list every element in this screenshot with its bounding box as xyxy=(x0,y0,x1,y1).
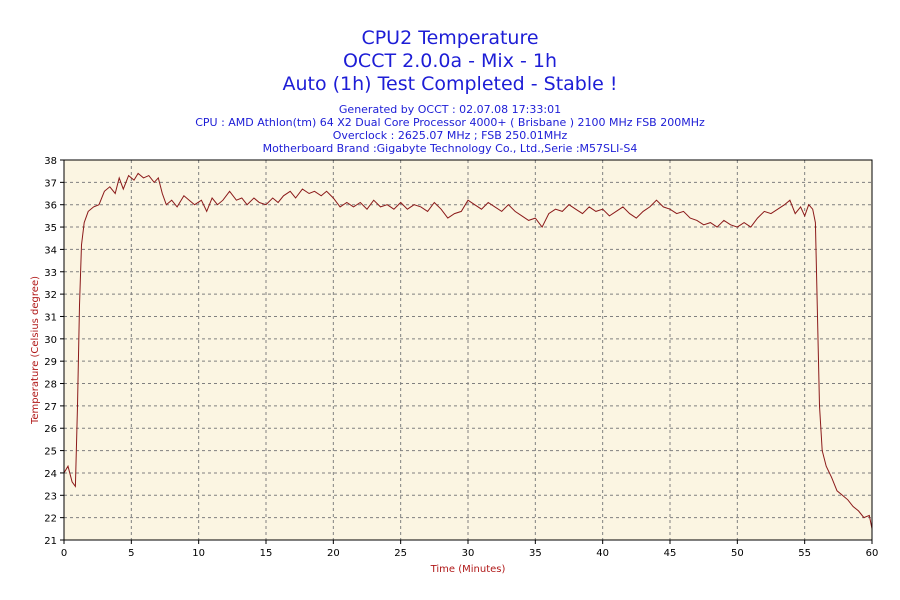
info-motherboard: Motherboard Brand :Gigabyte Technology C… xyxy=(262,142,638,155)
y-tick-label: 34 xyxy=(44,245,57,256)
x-tick-label: 60 xyxy=(866,548,879,559)
chart-subtitle: OCCT 2.0.0a - Mix - 1h xyxy=(342,50,558,72)
y-tick-label: 29 xyxy=(44,357,57,368)
y-tick-label: 21 xyxy=(44,536,57,547)
x-tick-label: 0 xyxy=(61,548,67,559)
y-tick-label: 31 xyxy=(44,312,57,323)
y-tick-label: 33 xyxy=(44,268,57,279)
y-tick-label: 38 xyxy=(44,156,57,167)
x-axis-label: Time (Minutes) xyxy=(430,564,506,575)
x-tick-label: 50 xyxy=(731,548,744,559)
plot-area xyxy=(64,160,872,540)
x-tick-label: 10 xyxy=(192,548,205,559)
y-tick-label: 35 xyxy=(44,223,57,234)
x-tick-label: 25 xyxy=(394,548,407,559)
y-tick-label: 30 xyxy=(44,335,57,346)
x-tick-label: 5 xyxy=(128,548,134,559)
info-cpu: CPU : AMD Athlon(tm) 64 X2 Dual Core Pro… xyxy=(195,116,705,129)
y-tick-label: 24 xyxy=(44,469,57,480)
y-axis-label: Temperature (Celsius degree) xyxy=(30,276,41,425)
x-tick-label: 20 xyxy=(327,548,340,559)
y-tick-label: 26 xyxy=(44,424,57,435)
info-generated: Generated by OCCT : 02.07.08 17:33:01 xyxy=(338,103,562,116)
x-tick-label: 35 xyxy=(529,548,542,559)
grid-lines xyxy=(64,160,872,540)
y-tick-label: 23 xyxy=(44,491,57,502)
y-tick-label: 32 xyxy=(44,290,57,301)
y-tick-label: 27 xyxy=(44,402,57,413)
x-tick-label: 40 xyxy=(596,548,609,559)
axis-ticks: 21 22 23 24 25 26 27 28 29 30 31 32 33 34 35 36 37 38 0 5 10… xyxy=(44,156,878,559)
chart-status: Auto (1h) Test Completed - Stable ! xyxy=(282,73,618,95)
y-tick-label: 37 xyxy=(44,178,57,189)
y-tick-label: 25 xyxy=(44,447,57,458)
plot-frame xyxy=(63,159,873,541)
y-tick-label: 28 xyxy=(44,380,57,391)
y-tick-label: 36 xyxy=(44,201,57,212)
x-tick-label: 30 xyxy=(462,548,475,559)
chart-title: CPU2 Temperature xyxy=(361,27,539,49)
x-tick-label: 55 xyxy=(798,548,811,559)
info-overclock: Overclock : 2625.07 MHz ; FSB 250.01MHz xyxy=(332,129,568,142)
x-tick-label: 15 xyxy=(260,548,273,559)
y-tick-label: 22 xyxy=(44,514,57,525)
series-line-cpu2-temperature xyxy=(63,172,873,529)
x-tick-label: 45 xyxy=(664,548,677,559)
